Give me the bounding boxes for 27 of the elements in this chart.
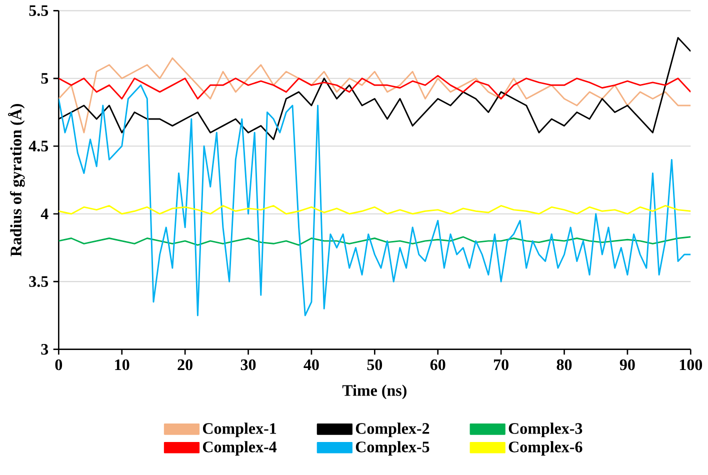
legend-label: Complex-5 (356, 441, 430, 456)
y-tick-label: 5 (41, 73, 48, 84)
x-tick-label: 10 (115, 359, 130, 370)
line-series (58, 74, 691, 100)
y-tick-label: 4.5 (28, 140, 48, 152)
legend-label: Complex-4 (202, 441, 277, 456)
x-tick-label: 90 (620, 359, 635, 370)
x-tick-label: 80 (556, 359, 572, 370)
x-tick-label: 20 (178, 359, 192, 370)
legend-label: Complex-3 (508, 422, 582, 438)
x-tick-label: 40 (304, 359, 319, 370)
y-tick-label: 5.5 (29, 5, 48, 16)
y-tick-label: 4 (40, 208, 48, 220)
x-tick-label: 70 (494, 359, 508, 370)
y-axis-title: Radius of gyration (Å) (8, 104, 25, 256)
y-tick-label: 3 (41, 344, 48, 355)
x-tick-label: 100 (680, 359, 702, 370)
x-tick-label: 0 (55, 359, 62, 370)
x-tick-label: 30 (240, 359, 256, 370)
y-tick-label: 3.5 (29, 276, 48, 288)
legend-label: Complex-6 (508, 441, 582, 456)
line-series (58, 205, 691, 215)
x-tick-label: 50 (367, 359, 382, 370)
x-axis-title: Time (ns) (342, 384, 406, 400)
legend-label: Complex-2 (356, 422, 430, 438)
x-tick-label: 60 (430, 359, 446, 370)
legend-label: Complex-1 (202, 422, 276, 438)
